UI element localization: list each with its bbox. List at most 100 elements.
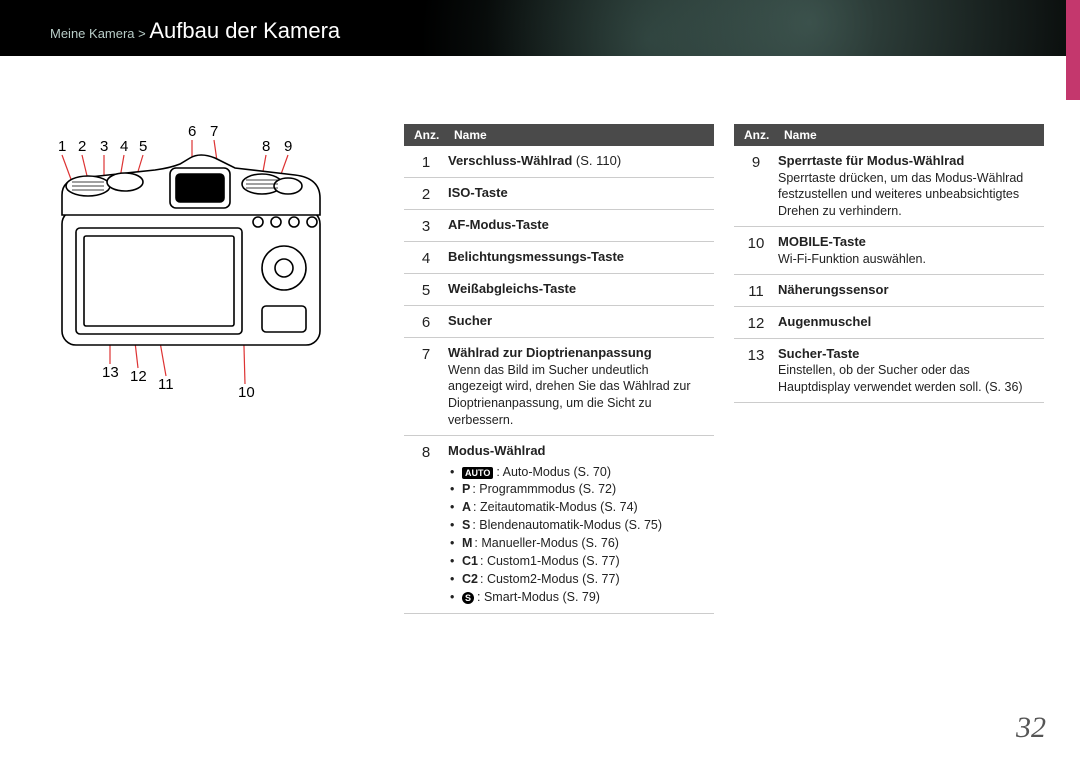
row-body: ISO-Taste: [448, 184, 714, 203]
th-number: Anz.: [734, 128, 778, 142]
th-name: Name: [448, 128, 714, 142]
mode-item: S: Smart-Modus (S. 79): [448, 589, 706, 606]
table-row: 9Sperrtaste für Modus-WählradSperrtaste …: [734, 146, 1044, 227]
row-number: 3: [404, 216, 448, 235]
mode-text: Blendenautomatik-Modus (S. 75): [479, 518, 662, 532]
row-title: AF-Modus-Taste: [448, 217, 549, 232]
table-row: 12Augenmuschel: [734, 307, 1044, 339]
table-row: 1Verschluss-Wählrad (S. 110): [404, 146, 714, 178]
table-body-right: 9Sperrtaste für Modus-WählradSperrtaste …: [734, 146, 1044, 403]
table-row: 3AF-Modus-Taste: [404, 210, 714, 242]
table-body-left: 1Verschluss-Wählrad (S. 110)2ISO-Taste3A…: [404, 146, 714, 614]
row-description: Einstellen, ob der Sucher oder das Haupt…: [778, 362, 1036, 396]
breadcrumb-prefix: Meine Kamera >: [50, 26, 149, 41]
row-title: Sperrtaste für Modus-Wählrad: [778, 153, 964, 168]
mode-symbol: P: [462, 482, 470, 496]
row-title: ISO-Taste: [448, 185, 508, 200]
mode-symbol: S: [462, 518, 470, 532]
row-body: Näherungssensor: [778, 281, 1044, 300]
table-header: Anz. Name: [404, 124, 714, 146]
row-title: MOBILE-Taste: [778, 234, 866, 249]
row-body: Verschluss-Wählrad (S. 110): [448, 152, 714, 171]
row-body: Sucher-TasteEinstellen, ob der Sucher od…: [778, 345, 1044, 396]
callout-5: 5: [139, 138, 147, 155]
table-row: 5Weißabgleichs-Taste: [404, 274, 714, 306]
camera-diagram: 1 2 3 4 5 6 7 8 9 13 12 11 10: [40, 120, 390, 420]
table-row: 7Wählrad zur Dioptrienanpassung Wenn das …: [404, 338, 714, 436]
row-description: Wenn das Bild im Sucher undeutlich angez…: [448, 362, 706, 430]
mode-symbol: C1: [462, 554, 478, 568]
callout-2: 2: [78, 138, 86, 155]
mode-text: Auto-Modus (S. 70): [503, 465, 611, 479]
table-row: 2ISO-Taste: [404, 178, 714, 210]
row-number: 5: [404, 280, 448, 299]
table-row: 6Sucher: [404, 306, 714, 338]
row-number: 1: [404, 152, 448, 171]
row-number: 8: [404, 442, 448, 607]
mode-item: C1: Custom1-Modus (S. 77): [448, 553, 706, 570]
callout-3: 3: [100, 138, 108, 155]
row-body: Wählrad zur Dioptrienanpassung Wenn das B…: [448, 344, 714, 429]
row-title: Wählrad zur Dioptrienanpassung: [448, 345, 652, 360]
row-title: Modus-Wählrad: [448, 443, 546, 458]
row-description: Sperrtaste drücken, um das Modus-Wählrad…: [778, 170, 1036, 221]
callout-8: 8: [262, 138, 270, 155]
th-name: Name: [778, 128, 1044, 142]
callout-1: 1: [58, 138, 66, 155]
mode-item: S: Blendenautomatik-Modus (S. 75): [448, 517, 706, 534]
mode-text: Zeitautomatik-Modus (S. 74): [480, 500, 638, 514]
row-body: Belichtungsmessungs-Taste: [448, 248, 714, 267]
mode-list: AUTO: Auto-Modus (S. 70)P: Programmmodus…: [448, 464, 706, 606]
row-number: 9: [734, 152, 778, 220]
callout-6: 6: [188, 123, 196, 140]
callout-9: 9: [284, 138, 292, 155]
row-body: Augenmuschel: [778, 313, 1044, 332]
mode-item: M: Manueller-Modus (S. 76): [448, 535, 706, 552]
row-number: 10: [734, 233, 778, 267]
row-body: AF-Modus-Taste: [448, 216, 714, 235]
side-accent-tab: [1066, 0, 1080, 100]
row-number: 11: [734, 281, 778, 300]
row-body: Sucher: [448, 312, 714, 331]
row-title: Verschluss-Wählrad: [448, 153, 572, 168]
callout-13: 13: [102, 364, 119, 381]
table-row: 10MOBILE-Taste Wi-Fi-Funktion auswählen.: [734, 227, 1044, 274]
row-title: Belichtungsmessungs-Taste: [448, 249, 624, 264]
row-body: Weißabgleichs-Taste: [448, 280, 714, 299]
row-title: Näherungssensor: [778, 282, 889, 297]
parts-table-right: Anz. Name 9Sperrtaste für Modus-WählradS…: [734, 124, 1044, 403]
mode-text: Custom2-Modus (S. 77): [487, 572, 620, 586]
callout-7: 7: [210, 123, 218, 140]
table-header: Anz. Name: [734, 124, 1044, 146]
camera-svg: [40, 120, 390, 420]
th-number: Anz.: [404, 128, 448, 142]
page-number: 32: [1016, 711, 1046, 745]
header-bar: Meine Kamera > Aufbau der Kamera: [0, 0, 1080, 56]
table-row: 11Näherungssensor: [734, 275, 1044, 307]
mode-item: A: Zeitautomatik-Modus (S. 74): [448, 499, 706, 516]
mode-text: Smart-Modus (S. 79): [484, 590, 600, 604]
row-number: 6: [404, 312, 448, 331]
row-body: Sperrtaste für Modus-Wählrad Sperrtaste d…: [778, 152, 1044, 220]
callout-12: 12: [130, 368, 147, 385]
row-body: Modus-WählradAUTO: Auto-Modus (S. 70)P: …: [448, 442, 714, 607]
row-number: 13: [734, 345, 778, 396]
mode-text: Manueller-Modus (S. 76): [481, 536, 619, 550]
mode-symbol: AUTO: [462, 467, 493, 479]
row-number: 12: [734, 313, 778, 332]
mode-symbol: C2: [462, 572, 478, 586]
row-number: 7: [404, 344, 448, 429]
row-number: 2: [404, 184, 448, 203]
table-row: 8Modus-WählradAUTO: Auto-Modus (S. 70)P:…: [404, 436, 714, 614]
parts-table-left: Anz. Name 1Verschluss-Wählrad (S. 110)2I…: [404, 124, 714, 614]
mode-item: C2: Custom2-Modus (S. 77): [448, 571, 706, 588]
mode-text: Custom1-Modus (S. 77): [487, 554, 620, 568]
mode-symbol: S: [462, 592, 474, 604]
row-body: MOBILE-Taste Wi-Fi-Funktion auswählen.: [778, 233, 1044, 267]
row-title: Augenmuschel: [778, 314, 871, 329]
row-title: Sucher-Taste: [778, 346, 859, 361]
row-description: Wi-Fi-Funktion auswählen.: [778, 251, 1036, 268]
mode-item: AUTO: Auto-Modus (S. 70): [448, 464, 706, 481]
mode-symbol: A: [462, 500, 471, 514]
mode-text: Programmmodus (S. 72): [479, 482, 616, 496]
